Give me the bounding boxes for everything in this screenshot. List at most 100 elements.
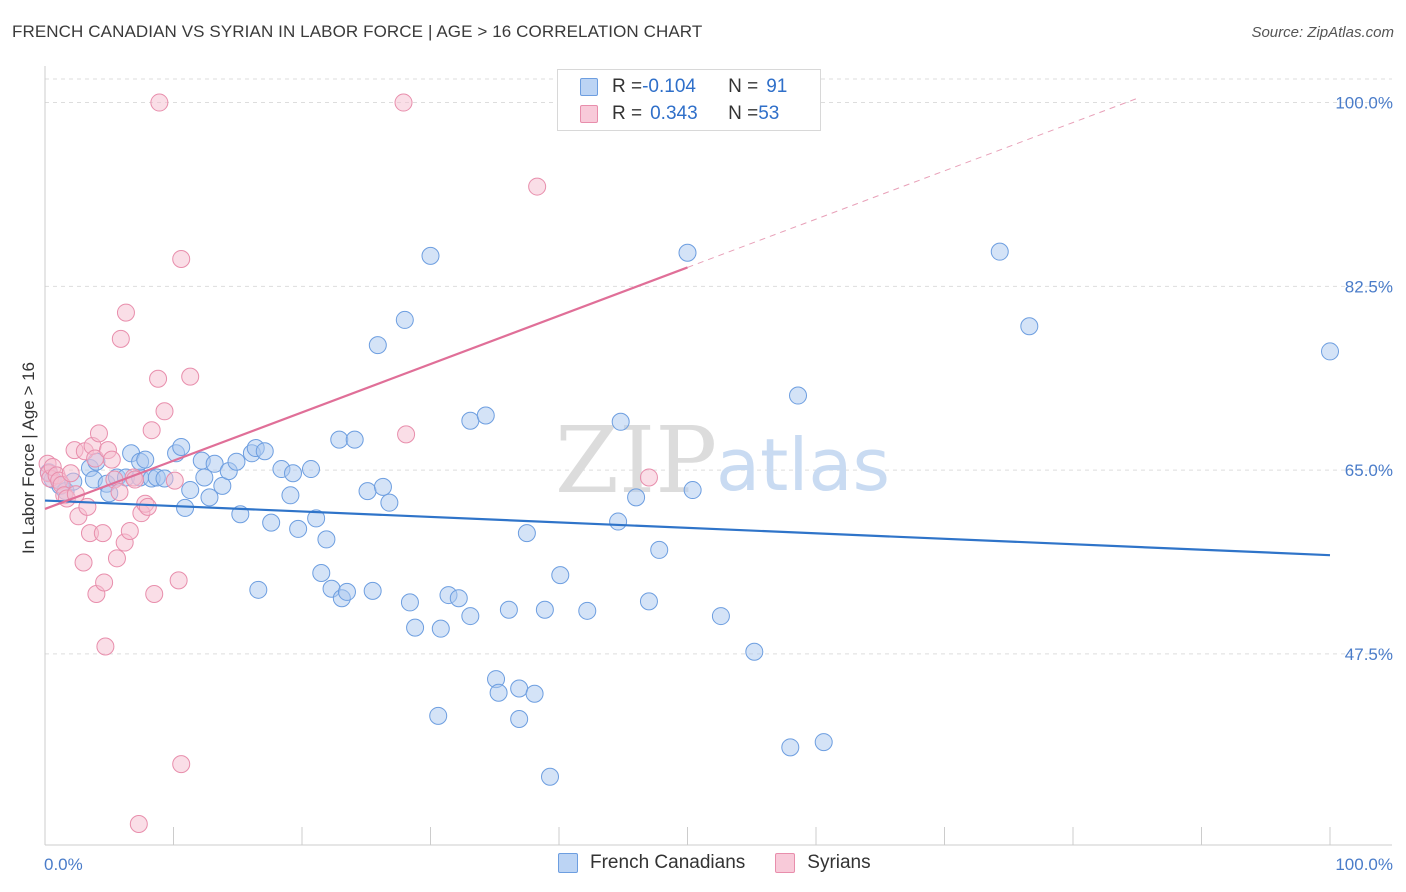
french-canadian-point bbox=[395, 310, 414, 329]
french-canadian-point bbox=[627, 488, 646, 507]
french-canadian-point bbox=[650, 540, 669, 559]
french-canadian-point bbox=[358, 482, 377, 501]
french-canadian-point bbox=[611, 412, 630, 431]
source-label: Source: ZipAtlas.com bbox=[1251, 24, 1394, 41]
french-canadian-point bbox=[814, 733, 833, 752]
french-swatch bbox=[580, 78, 598, 96]
y-tick-label: 65.0% bbox=[1345, 461, 1393, 480]
syrian-point bbox=[96, 637, 115, 656]
syrian-legend-swatch bbox=[775, 853, 796, 873]
syrian-point bbox=[89, 424, 108, 443]
legend-row-french: R = -0.104 N = 91 bbox=[580, 76, 787, 98]
syrian-point bbox=[394, 93, 413, 112]
french-canadian-point bbox=[461, 411, 480, 430]
french-canadian-point bbox=[578, 601, 597, 620]
legend-label-syrian: Syrians bbox=[807, 852, 871, 873]
french-canadian-point bbox=[406, 618, 425, 637]
french-canadian-point bbox=[195, 468, 214, 487]
syrians-trend-extension bbox=[687, 97, 1138, 268]
french-canadian-point bbox=[510, 709, 529, 728]
trend-lines bbox=[44, 97, 1331, 557]
french-canadian-point bbox=[345, 430, 364, 449]
syrian-point bbox=[129, 814, 148, 833]
stats-legend: R = -0.104 N = 91 R = 0.343 N = 53 bbox=[557, 69, 821, 131]
french-canadian-point bbox=[330, 430, 349, 449]
legend-n-value: 91 bbox=[766, 76, 788, 97]
french-canadian-point bbox=[307, 509, 326, 528]
legend-r-value: -0.104 bbox=[642, 76, 696, 97]
syrians-trend-line bbox=[44, 266, 688, 510]
french-canadian-point bbox=[639, 592, 658, 611]
chart-title: FRENCH CANADIAN VS SYRIAN IN LABOR FORCE… bbox=[12, 22, 703, 41]
x-tick-label: 100.0% bbox=[1335, 855, 1393, 874]
tick-labels: 47.5% 65.0% 82.5% 100.0% 0.0% 100.0% bbox=[44, 94, 1393, 874]
watermark: ZIP atlas bbox=[555, 407, 890, 514]
french-canadian-point bbox=[136, 450, 155, 469]
legend-item-french[interactable]: French Canadians bbox=[558, 852, 745, 874]
french-canadian-point bbox=[380, 493, 399, 512]
french-canadian-point bbox=[711, 607, 730, 626]
french-canadian-point bbox=[678, 243, 697, 262]
french-canadian-point bbox=[476, 406, 495, 425]
syrian-point bbox=[145, 585, 164, 604]
syrian-point bbox=[639, 468, 658, 487]
y-tick-label: 100.0% bbox=[1335, 94, 1393, 113]
y-tick-label: 47.5% bbox=[1345, 645, 1393, 664]
legend-item-syrian[interactable]: Syrians bbox=[775, 852, 871, 874]
french-canadian-point bbox=[461, 607, 480, 626]
french-canadian-point bbox=[249, 580, 268, 599]
legend-r-value: 0.343 bbox=[650, 103, 698, 124]
syrian-point bbox=[172, 250, 191, 269]
french-canadian-point bbox=[172, 437, 191, 456]
y-tick-label: 82.5% bbox=[1345, 277, 1393, 296]
syrian-point bbox=[110, 483, 129, 502]
syrian-point bbox=[95, 573, 114, 592]
french-canadian-point bbox=[301, 460, 320, 479]
french-canadian-point bbox=[541, 767, 560, 786]
french-canadian-point bbox=[368, 336, 387, 355]
french-canadian-point bbox=[363, 581, 382, 600]
syrian-point bbox=[155, 402, 174, 421]
french-canadian-point bbox=[227, 452, 246, 471]
french-canadian-point bbox=[281, 486, 300, 505]
syrian-point bbox=[149, 369, 168, 388]
french-canadian-point bbox=[255, 442, 274, 461]
syrian-point bbox=[165, 471, 184, 490]
syrian-point bbox=[150, 93, 169, 112]
french-canadians-trend-line bbox=[44, 499, 1331, 557]
french-canadian-point bbox=[431, 619, 450, 638]
syrian-point bbox=[102, 450, 121, 469]
legend-n-value: 53 bbox=[758, 103, 780, 124]
french-canadian-point bbox=[1321, 342, 1339, 361]
syrian-point bbox=[169, 571, 188, 590]
syrians-points bbox=[38, 93, 658, 833]
french-canadian-point bbox=[176, 498, 195, 517]
syrian-point bbox=[93, 524, 112, 543]
gridlines bbox=[45, 78, 1392, 655]
syrian-point bbox=[107, 549, 126, 568]
syrian-swatch bbox=[580, 105, 598, 123]
legend-r-label: R = bbox=[612, 103, 643, 124]
french-canadian-point bbox=[517, 524, 536, 543]
french-canadian-point bbox=[510, 679, 529, 698]
syrian-point bbox=[111, 329, 130, 348]
x-tick-label: 0.0% bbox=[44, 855, 83, 874]
syrian-point bbox=[397, 425, 416, 444]
french-canadian-point bbox=[499, 600, 518, 619]
french-canadian-point bbox=[317, 530, 336, 549]
syrian-point bbox=[528, 177, 547, 196]
french-canadian-point bbox=[449, 589, 468, 608]
legend-label-french: French Canadians bbox=[590, 852, 746, 873]
french-canadian-point bbox=[373, 477, 392, 496]
french-canadian-point bbox=[551, 566, 570, 585]
french-canadian-point bbox=[262, 513, 281, 532]
french-canadian-point bbox=[609, 512, 628, 531]
french-canadian-point bbox=[990, 242, 1009, 261]
legend-n-label: N = bbox=[728, 103, 759, 124]
french-canadian-point bbox=[489, 683, 508, 702]
french-canadian-point bbox=[781, 738, 800, 757]
syrian-point bbox=[74, 553, 93, 572]
french-canadian-point bbox=[312, 564, 331, 583]
french-legend-swatch bbox=[558, 853, 578, 873]
